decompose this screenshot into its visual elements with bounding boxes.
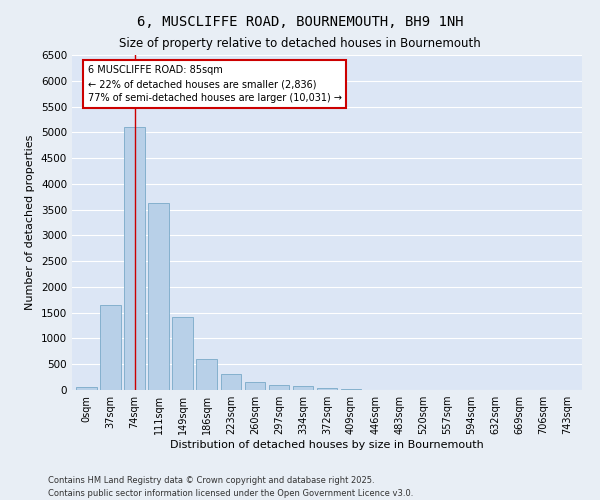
Bar bbox=[269, 385, 289, 390]
Text: 6, MUSCLIFFE ROAD, BOURNEMOUTH, BH9 1NH: 6, MUSCLIFFE ROAD, BOURNEMOUTH, BH9 1NH bbox=[137, 15, 463, 29]
Bar bbox=[317, 388, 337, 390]
Bar bbox=[124, 126, 145, 390]
Bar bbox=[221, 374, 241, 390]
Bar bbox=[196, 358, 217, 390]
Bar bbox=[245, 382, 265, 390]
Text: Contains HM Land Registry data © Crown copyright and database right 2025.
Contai: Contains HM Land Registry data © Crown c… bbox=[48, 476, 413, 498]
Bar bbox=[148, 204, 169, 390]
Bar bbox=[100, 306, 121, 390]
Text: 6 MUSCLIFFE ROAD: 85sqm
← 22% of detached houses are smaller (2,836)
77% of semi: 6 MUSCLIFFE ROAD: 85sqm ← 22% of detache… bbox=[88, 66, 341, 104]
Text: Size of property relative to detached houses in Bournemouth: Size of property relative to detached ho… bbox=[119, 38, 481, 51]
Y-axis label: Number of detached properties: Number of detached properties bbox=[25, 135, 35, 310]
Bar bbox=[293, 386, 313, 390]
Bar bbox=[76, 387, 97, 390]
Bar bbox=[172, 317, 193, 390]
X-axis label: Distribution of detached houses by size in Bournemouth: Distribution of detached houses by size … bbox=[170, 440, 484, 450]
